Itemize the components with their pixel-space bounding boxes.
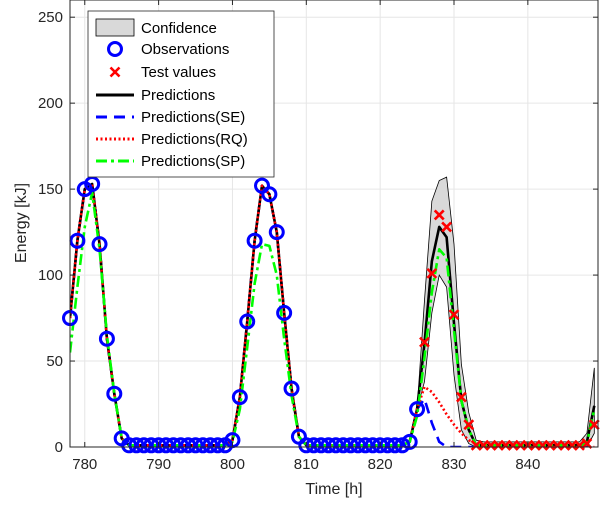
observation-point xyxy=(327,437,344,454)
observation-point xyxy=(386,437,403,454)
marker-layer xyxy=(62,175,600,454)
legend-label-predictions-sp: Predictions(SP) xyxy=(141,153,245,170)
y-tick-label: 150 xyxy=(38,181,63,198)
tick-labels: 780 790 800 810 820 830 840 0 50 100 150 200 250 xyxy=(38,9,540,473)
x-tick-label: 820 xyxy=(368,456,393,473)
observation-point xyxy=(121,437,138,454)
legend-item-confidence: Confidence xyxy=(95,18,217,37)
legend-label-predictions-se: Predictions(SE) xyxy=(141,109,245,126)
observation-point xyxy=(180,437,197,454)
legend-item-predictions: Predictions xyxy=(96,87,215,104)
observation-point xyxy=(342,437,359,454)
y-tick-label: 100 xyxy=(38,267,63,284)
observation-point xyxy=(150,437,167,454)
legend-item-predictions-sp: Predictions(SP) xyxy=(96,153,245,170)
observation-point xyxy=(165,437,182,454)
legend: Confidence Observations Test values Pred… xyxy=(87,10,275,178)
observation-point xyxy=(194,437,211,454)
test-value-point xyxy=(441,221,453,233)
axes xyxy=(69,0,599,448)
test-value-point xyxy=(448,309,460,321)
test-value-point xyxy=(419,336,430,348)
legend-label-predictions-rq: Predictions(RQ) xyxy=(141,131,248,148)
observation-point xyxy=(84,175,101,192)
observation-point xyxy=(98,330,115,347)
test-value-point xyxy=(574,439,585,451)
y-tick-label: 50 xyxy=(46,353,63,370)
test-value-point xyxy=(433,209,445,221)
x-axis-title: Time [h] xyxy=(305,481,362,498)
test-value-point xyxy=(588,419,600,431)
observation-point xyxy=(246,232,263,249)
observation-point xyxy=(372,437,389,454)
observation-point xyxy=(172,437,189,454)
x-tick-label: 780 xyxy=(72,456,97,473)
observation-point xyxy=(106,385,123,402)
observation-point xyxy=(143,437,160,454)
observation-point xyxy=(231,389,248,406)
x-tick-label: 790 xyxy=(146,456,171,473)
legend-swatch-confidence xyxy=(95,18,135,37)
y-axis-title: Energy [kJ] xyxy=(13,183,30,263)
x-tick-label: 810 xyxy=(294,456,319,473)
observation-point xyxy=(135,437,152,454)
observation-point xyxy=(320,437,337,454)
observation-point xyxy=(350,437,366,454)
observation-point xyxy=(364,437,381,454)
observation-point xyxy=(335,437,352,454)
y-tick-label: 0 xyxy=(55,439,63,456)
legend-label-predictions: Predictions xyxy=(141,87,215,104)
observation-point xyxy=(187,437,204,454)
observation-point xyxy=(283,380,300,397)
test-value-point xyxy=(455,391,467,403)
legend-item-observations: Observations xyxy=(107,41,229,58)
observation-point xyxy=(158,437,174,454)
legend-swatch-observations xyxy=(107,41,123,57)
axes-box xyxy=(69,0,599,448)
legend-label-test-values: Test values xyxy=(141,64,216,81)
observation-point xyxy=(409,401,426,418)
observation-point xyxy=(379,437,396,454)
observation-point xyxy=(357,437,374,454)
observation-point xyxy=(298,437,315,454)
legend-label-observations: Observations xyxy=(141,41,229,58)
legend-swatch-test-values xyxy=(109,66,121,78)
y-tick-label: 250 xyxy=(38,9,63,26)
legend-item-predictions-rq: Predictions(RQ) xyxy=(96,131,248,148)
test-value-point xyxy=(426,267,438,279)
observation-point xyxy=(202,437,219,454)
observation-point xyxy=(313,437,330,454)
observation-point xyxy=(209,437,226,454)
observation-point xyxy=(91,236,108,253)
observation-point xyxy=(128,437,145,454)
legend-item-predictions-se: Predictions(SE) xyxy=(96,109,245,126)
observation-point xyxy=(261,186,278,203)
legend-label-confidence: Confidence xyxy=(141,20,217,37)
x-tick-label: 800 xyxy=(220,456,245,473)
x-tick-label: 830 xyxy=(441,456,466,473)
y-tick-label: 200 xyxy=(38,95,63,112)
test-value-point xyxy=(463,419,475,431)
observation-point xyxy=(305,437,322,454)
legend-item-test-values: Test values xyxy=(109,64,216,81)
observation-point xyxy=(69,232,86,249)
observation-point xyxy=(401,433,418,450)
x-tick-label: 840 xyxy=(515,456,540,473)
observation-point xyxy=(268,224,285,241)
observation-point xyxy=(276,304,293,321)
observation-point xyxy=(239,313,256,330)
